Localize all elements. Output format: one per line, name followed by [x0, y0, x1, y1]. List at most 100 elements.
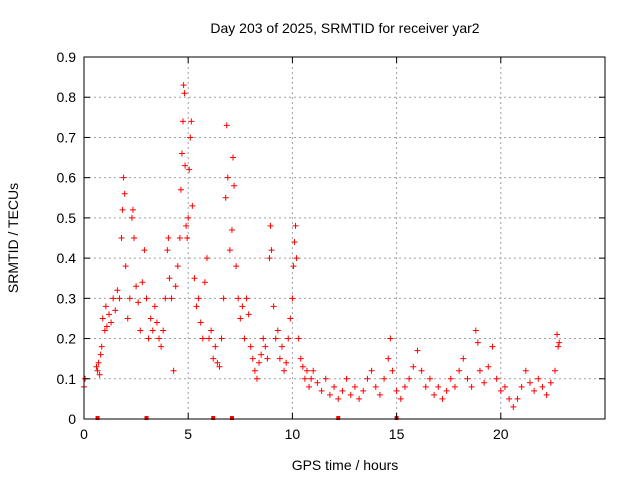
data-point	[431, 391, 438, 398]
data-point	[555, 343, 562, 350]
data-point	[260, 335, 267, 342]
data-point	[460, 355, 467, 362]
data-point	[476, 367, 483, 374]
data-point	[531, 387, 538, 394]
data-point	[180, 82, 187, 89]
data-point	[118, 235, 125, 241]
data-point	[116, 295, 123, 302]
data-point	[99, 315, 106, 322]
data-point	[170, 367, 177, 374]
data-point	[156, 335, 163, 342]
data-point	[133, 283, 140, 290]
data-point	[456, 367, 463, 374]
data-point	[343, 375, 350, 382]
data-point	[414, 347, 421, 354]
data-point	[178, 150, 185, 157]
data-point	[262, 343, 269, 350]
data-point	[226, 247, 233, 254]
data-point	[389, 367, 396, 374]
data-point	[266, 255, 273, 262]
data-point	[230, 154, 237, 161]
data-point	[291, 239, 298, 246]
data-point	[231, 182, 238, 189]
data-point	[189, 202, 196, 209]
data-point	[239, 303, 246, 310]
data-point	[208, 327, 215, 334]
data-point	[124, 315, 131, 322]
data-point	[501, 383, 508, 390]
data-point	[106, 311, 113, 318]
data-point	[120, 174, 127, 181]
data-point	[372, 383, 379, 390]
data-point	[264, 355, 271, 362]
data-point	[274, 327, 281, 334]
data-point	[272, 335, 279, 342]
data-point	[129, 206, 136, 213]
data-point	[241, 335, 248, 342]
data-point	[206, 335, 213, 342]
data-point	[228, 226, 235, 233]
data-point	[256, 359, 263, 366]
y-tick-label: 0.2	[57, 331, 77, 347]
data-point	[183, 222, 190, 229]
data-point	[381, 375, 388, 382]
data-point	[235, 295, 242, 302]
data-point	[143, 295, 150, 302]
y-axis-label: SRMTID / TECUs	[5, 183, 21, 293]
data-point	[222, 194, 229, 201]
data-point	[147, 315, 154, 322]
data-point	[535, 375, 542, 382]
data-point	[295, 335, 302, 342]
data-point	[464, 375, 471, 382]
data-point	[443, 387, 450, 394]
data-point	[281, 367, 288, 374]
data-point	[481, 379, 488, 386]
data-point	[151, 303, 158, 310]
data-point	[166, 275, 173, 282]
data-point	[489, 343, 496, 350]
data-point	[243, 295, 250, 302]
data-point	[119, 206, 126, 213]
data-point	[182, 162, 189, 169]
data-point	[397, 395, 404, 402]
data-point	[184, 235, 191, 241]
y-tick-label: 0.5	[57, 210, 77, 226]
data-point	[141, 247, 148, 254]
data-point	[218, 335, 225, 342]
data-point	[98, 343, 105, 350]
data-point	[214, 359, 221, 366]
data-point	[406, 375, 413, 382]
x-tick-label: 5	[184, 426, 192, 442]
grid-lines	[84, 57, 605, 419]
data-point	[314, 379, 321, 386]
data-point	[114, 287, 121, 294]
data-point	[393, 387, 400, 394]
data-point	[326, 391, 333, 398]
data-point	[174, 263, 181, 270]
data-point	[220, 295, 227, 302]
data-point	[122, 263, 129, 270]
tick-labels: 0 0.1 0.2 0.3 0.4 0.5 0.6 0.7 0.8 0.9 0 5 10 15 20	[57, 49, 509, 442]
data-point	[401, 383, 408, 390]
data-point	[418, 367, 425, 374]
data-point	[543, 391, 550, 398]
axis-marker	[95, 416, 100, 420]
data-point	[191, 275, 198, 282]
data-point	[245, 311, 252, 318]
axis-marker	[211, 416, 216, 420]
data-point	[485, 363, 492, 370]
data-point	[176, 235, 183, 241]
data-point	[426, 375, 433, 382]
data-point	[287, 315, 294, 322]
y-tick-label: 0.1	[57, 371, 77, 387]
data-point	[278, 343, 285, 350]
data-point	[94, 367, 101, 374]
data-point	[306, 383, 313, 390]
data-point	[102, 303, 109, 310]
data-point	[472, 327, 479, 334]
data-point	[258, 351, 265, 358]
y-tick-label: 0	[68, 411, 76, 427]
y-tick-label: 0.4	[57, 250, 77, 266]
